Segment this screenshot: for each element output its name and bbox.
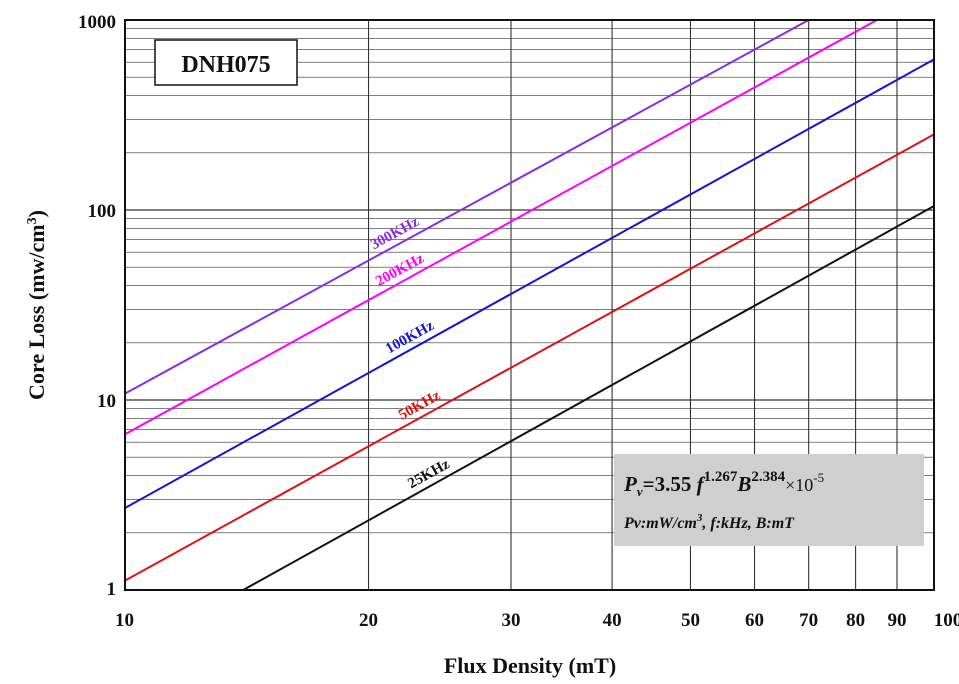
formula-text: Pv=3.55 f1.267B2.384×10-5 bbox=[623, 469, 824, 499]
y-tick-labels: 1 10 100 1000 bbox=[78, 12, 116, 600]
units-superscript: 3 bbox=[696, 512, 703, 524]
f-symbol: f bbox=[697, 472, 706, 496]
formula-box bbox=[614, 454, 924, 546]
x-tick-label: 90 bbox=[887, 610, 906, 631]
plot-frame bbox=[124, 19, 935, 591]
x-tick-label: 50 bbox=[681, 610, 700, 631]
ten-exponent: -5 bbox=[813, 470, 824, 485]
pv-symbol: P bbox=[623, 472, 637, 496]
series-label-200khz: 200KHz bbox=[373, 250, 427, 290]
b-symbol: B bbox=[736, 472, 751, 496]
x-tick-label: 30 bbox=[501, 610, 520, 631]
series-line-25khz bbox=[242, 205, 935, 591]
y-tick-label: 1 bbox=[107, 579, 117, 600]
x-tick-label: 20 bbox=[359, 610, 378, 631]
units-part2: , f:kHz, B:mT bbox=[701, 515, 795, 532]
y-axis-title-sup: 3 bbox=[25, 217, 40, 224]
times-ten: ×10 bbox=[785, 475, 813, 495]
formula-units: Pv:mW/cm3, f:kHz, B:mT bbox=[623, 512, 795, 532]
y-axis-title: Core Loss (mw/cm3) bbox=[24, 210, 49, 400]
y-tick-label: 1000 bbox=[78, 12, 116, 33]
x-tick-label: 100 bbox=[934, 610, 959, 631]
y-tick-label: 100 bbox=[88, 201, 117, 222]
x-tick-labels: 10 20 30 40 50 60 70 80 90 100 bbox=[115, 610, 959, 631]
x-tick-label: 10 bbox=[115, 610, 134, 631]
series-line-50khz bbox=[124, 133, 935, 582]
x-axis-title: Flux Density (mT) bbox=[444, 653, 616, 678]
series-lines bbox=[124, 19, 935, 591]
y-tick-label: 10 bbox=[97, 391, 116, 412]
title-box bbox=[154, 39, 298, 86]
chart-title: DNH075 bbox=[181, 52, 270, 78]
y-axis-title-main: Core Loss (mw/cm bbox=[24, 224, 49, 400]
series-label-300khz: 300KHz bbox=[368, 214, 422, 253]
y-axis-title-close: ) bbox=[24, 210, 49, 217]
series-line-300khz bbox=[124, 19, 810, 395]
pv-subscript: v bbox=[637, 484, 643, 499]
units-part1: Pv:mW/cm bbox=[623, 515, 697, 532]
b-exponent: 2.384 bbox=[751, 469, 785, 485]
series-line-100khz bbox=[124, 58, 935, 509]
x-tick-label: 70 bbox=[799, 610, 818, 631]
series-label-100khz: 100KHz bbox=[383, 318, 437, 358]
x-tick-label: 80 bbox=[846, 610, 865, 631]
x-tick-label: 60 bbox=[745, 610, 764, 631]
x-tick-label: 40 bbox=[603, 610, 622, 631]
series-line-200khz bbox=[124, 19, 878, 436]
formula-coefficient: =3.55 bbox=[643, 472, 697, 496]
f-exponent: 1.267 bbox=[704, 469, 738, 485]
